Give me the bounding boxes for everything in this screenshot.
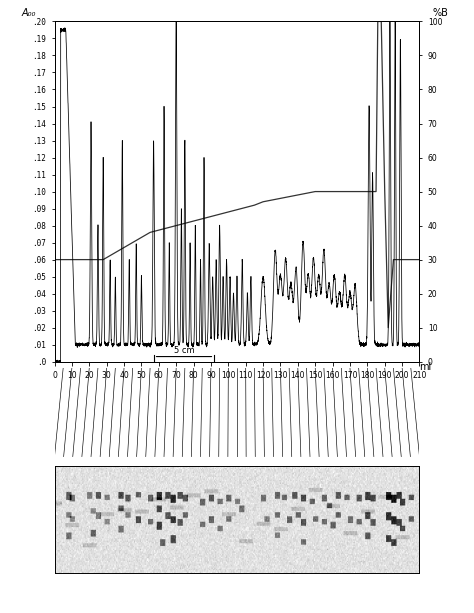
- Text: ml: ml: [419, 362, 432, 371]
- Text: 5 cm: 5 cm: [173, 346, 194, 355]
- Text: %B: %B: [433, 8, 449, 18]
- Text: A₀₀: A₀₀: [22, 8, 36, 18]
